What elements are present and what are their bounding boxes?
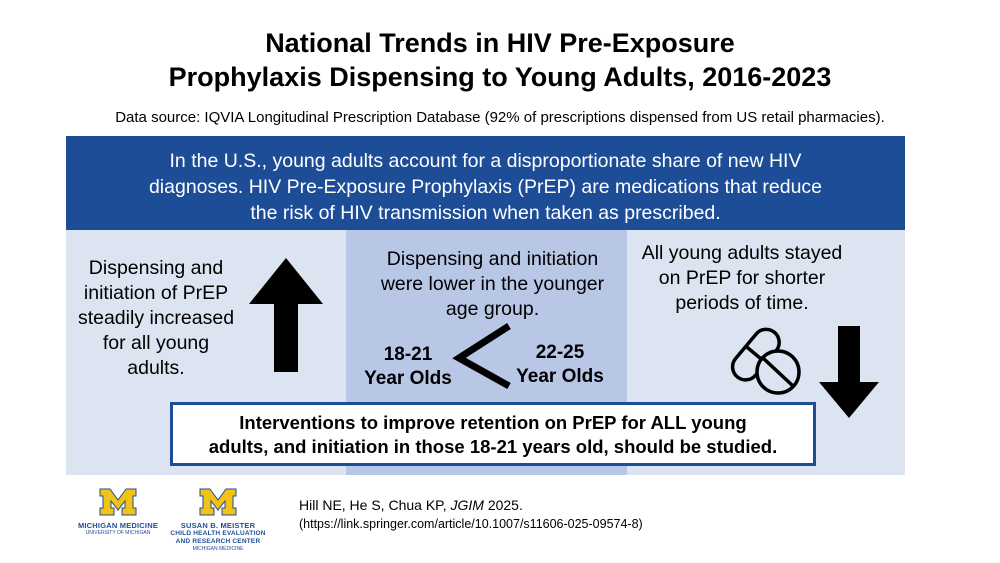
finding-1-line: steadily increased [77, 307, 235, 329]
finding-1-line: for all young [102, 332, 210, 354]
younger-age-unit: Year Olds [364, 368, 452, 389]
finding-3-line: periods of time. [675, 292, 809, 314]
banner-line-2: diagnoses. HIV Pre-Exposure Prophylaxis … [148, 176, 823, 198]
finding-3-text: All young adults stayed on PrEP for shor… [627, 241, 857, 316]
logo-name: MICHIGAN MEDICINE [77, 521, 159, 530]
title-line-2: Prophylaxis Dispensing to Young Adults, … [168, 62, 832, 92]
up-arrow-icon [249, 258, 323, 372]
finding-2-line: Dispensing and initiation [386, 248, 599, 270]
finding-3-line: on PrEP for shorter [658, 267, 826, 289]
younger-age-group: 18-21 Year Olds [358, 343, 458, 391]
citation-url[interactable]: (https://link.springer.com/article/10.10… [299, 517, 643, 531]
finding-2-text: Dispensing and initiation were lower in … [346, 247, 639, 322]
pills-icon [730, 327, 801, 395]
conclusion-line-1: Interventions to improve retention on Pr… [239, 412, 747, 433]
citation-year: 2025. [483, 497, 523, 513]
younger-age-range: 18-21 [383, 344, 433, 365]
finding-3-line: All young adults stayed [641, 242, 843, 264]
older-age-group: 22-25 Year Olds [510, 341, 610, 389]
banner-line-1: In the U.S., young adults account for a … [169, 150, 802, 172]
citation-authors: Hill NE, He S, Chua KP, [299, 497, 451, 513]
finding-2-line: were lower in the younger [380, 273, 605, 295]
michigan-medicine-logo: MICHIGAN MEDICINE UNIVERSITY OF MICHIGAN [70, 487, 166, 536]
title-line-1: National Trends in HIV Pre-Exposure [265, 28, 735, 58]
block-m-icon [99, 488, 137, 516]
data-source-note: Data source: IQVIA Longitudinal Prescrip… [115, 109, 885, 126]
finding-1-line: Dispensing and [88, 257, 224, 279]
citation: Hill NE, He S, Chua KP, JGIM 2025. (http… [299, 496, 643, 534]
conclusion-box: Interventions to improve retention on Pr… [170, 402, 816, 466]
less-than-symbol [452, 323, 511, 390]
banner-line-3: the risk of HIV transmission when taken … [250, 202, 721, 224]
citation-reference: Hill NE, He S, Chua KP, JGIM 2025. [299, 496, 643, 515]
block-m-icon [199, 488, 237, 516]
finding-1-line: adults. [127, 357, 185, 379]
finding-2-line: age group. [445, 298, 540, 320]
older-age-range: 22-25 [535, 342, 585, 363]
logo-line: SUSAN B. MEISTER [180, 521, 256, 530]
context-banner: In the U.S., young adults account for a … [66, 136, 905, 230]
logo-line: CHILD HEALTH EVALUATION [170, 530, 266, 537]
finding-1-text: Dispensing and initiation of PrEP steadi… [66, 256, 246, 381]
logo-subtitle: MICHIGAN MEDICINE [192, 546, 244, 552]
down-arrow-icon [819, 326, 879, 418]
infographic-title: National Trends in HIV Pre-Exposure Prop… [0, 26, 1000, 94]
older-age-unit: Year Olds [516, 366, 604, 387]
logo-line: AND RESEARCH CENTER [175, 538, 261, 545]
logo-subtitle: UNIVERSITY OF MICHIGAN [85, 530, 151, 536]
citation-journal: JGIM [450, 497, 484, 513]
chear-logo: SUSAN B. MEISTER CHILD HEALTH EVALUATION… [170, 487, 266, 552]
conclusion-line-2: adults, and initiation in those 18-21 ye… [208, 436, 778, 457]
finding-1-line: initiation of PrEP [83, 282, 229, 304]
